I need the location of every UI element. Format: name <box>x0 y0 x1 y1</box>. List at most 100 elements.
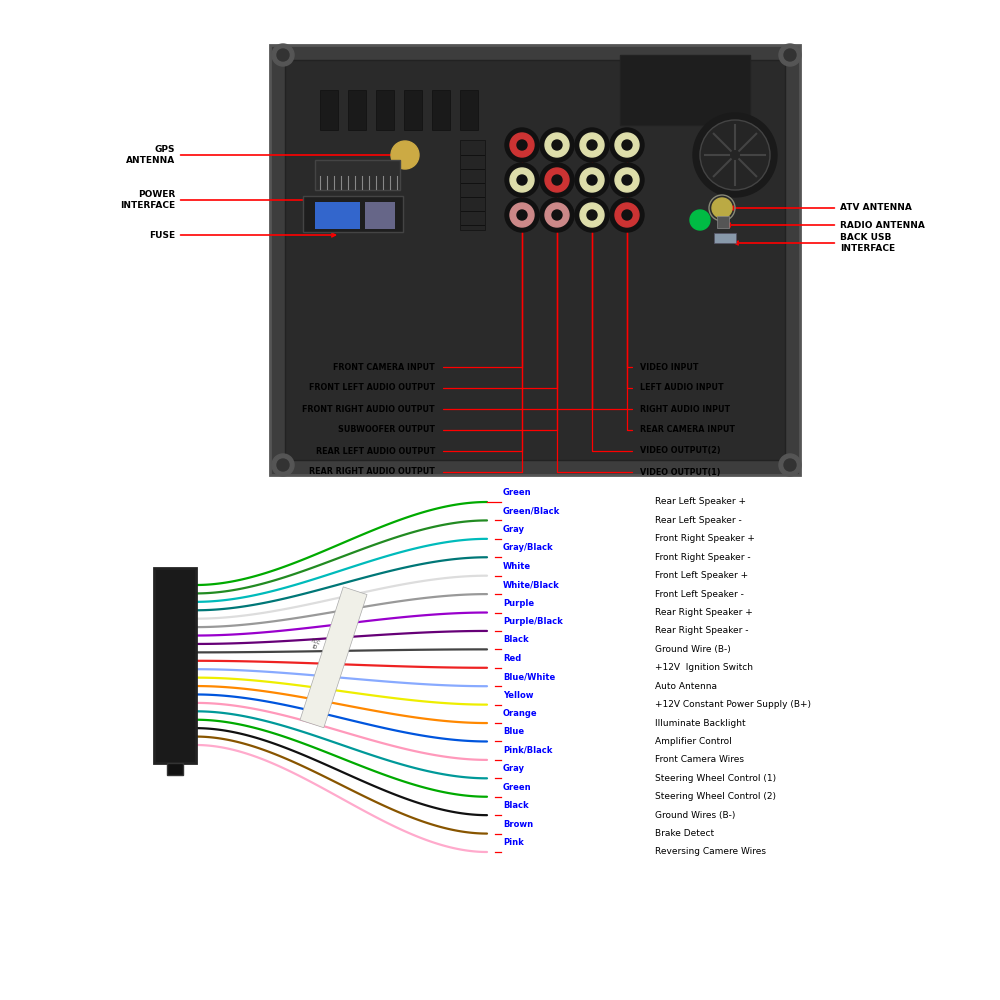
Bar <box>285 60 785 460</box>
Text: SUBWOOFER OUTPUT: SUBWOOFER OUTPUT <box>338 426 435 434</box>
Circle shape <box>552 210 562 220</box>
Text: Amplifier Control: Amplifier Control <box>655 737 732 746</box>
Text: RIGHT AUDIO INPUT: RIGHT AUDIO INPUT <box>640 404 730 414</box>
Text: REAR RIGHT AUDIO OUTPUT: REAR RIGHT AUDIO OUTPUT <box>309 468 435 477</box>
Text: White: White <box>503 562 531 571</box>
Text: Auto Antenna: Auto Antenna <box>655 682 717 691</box>
Text: Orange: Orange <box>503 709 538 718</box>
Circle shape <box>580 203 604 227</box>
Circle shape <box>540 163 574 197</box>
Circle shape <box>779 454 801 476</box>
Text: LEFT AUDIO INPUT: LEFT AUDIO INPUT <box>640 383 724 392</box>
Circle shape <box>510 168 534 192</box>
Circle shape <box>580 168 604 192</box>
Circle shape <box>505 163 539 197</box>
Text: Gray: Gray <box>503 764 525 773</box>
Circle shape <box>779 44 801 66</box>
Circle shape <box>517 140 527 150</box>
Circle shape <box>540 198 574 232</box>
Text: Steering Wheel Control (2): Steering Wheel Control (2) <box>655 792 776 801</box>
Bar <box>717 216 729 228</box>
Bar <box>348 90 366 130</box>
Bar <box>303 196 403 232</box>
Bar <box>365 202 395 229</box>
Text: VIDEO OUTPUT(2): VIDEO OUTPUT(2) <box>640 446 721 456</box>
Bar <box>320 90 338 130</box>
Text: Rear Left Speaker -: Rear Left Speaker - <box>655 516 742 525</box>
Circle shape <box>272 454 294 476</box>
Circle shape <box>552 175 562 185</box>
Circle shape <box>784 459 796 471</box>
Circle shape <box>510 133 534 157</box>
Text: Reversing Camere Wires: Reversing Camere Wires <box>655 847 766 856</box>
Text: Green/Black: Green/Black <box>503 506 560 515</box>
Text: Pink/Black: Pink/Black <box>503 746 552 755</box>
Circle shape <box>517 175 527 185</box>
Bar <box>315 160 400 190</box>
Text: REAR LEFT AUDIO OUTPUT: REAR LEFT AUDIO OUTPUT <box>316 446 435 456</box>
Circle shape <box>622 140 632 150</box>
Text: GPS
ANTENNA: GPS ANTENNA <box>126 145 400 165</box>
Circle shape <box>587 210 597 220</box>
Bar <box>167 762 183 774</box>
Bar <box>432 90 450 130</box>
Text: FRONT CAMERA INPUT: FRONT CAMERA INPUT <box>333 362 435 371</box>
Text: Steering Wheel Control (1): Steering Wheel Control (1) <box>655 774 776 783</box>
Text: FRONT LEFT AUDIO OUTPUT: FRONT LEFT AUDIO OUTPUT <box>309 383 435 392</box>
Text: FCC
ID: FCC ID <box>309 638 321 652</box>
Bar <box>714 233 736 243</box>
Text: Purple/Black: Purple/Black <box>503 617 563 626</box>
Text: Red: Red <box>503 654 521 663</box>
Text: Yellow: Yellow <box>503 691 534 700</box>
Text: Front Right Speaker +: Front Right Speaker + <box>655 534 755 543</box>
Bar <box>154 568 196 762</box>
Circle shape <box>575 163 609 197</box>
Bar <box>270 45 800 475</box>
Circle shape <box>272 44 294 66</box>
Text: Rear Left Speaker +: Rear Left Speaker + <box>655 497 746 506</box>
Circle shape <box>700 120 770 190</box>
Text: Blue/White: Blue/White <box>503 672 555 681</box>
Circle shape <box>690 210 710 230</box>
Text: POWER
INTERFACE: POWER INTERFACE <box>120 190 355 210</box>
Text: Green: Green <box>503 783 532 792</box>
Text: Brake Detect: Brake Detect <box>655 829 714 838</box>
Circle shape <box>610 128 644 162</box>
Text: Gray/Black: Gray/Black <box>503 543 554 552</box>
Text: +12V Constant Power Supply (B+): +12V Constant Power Supply (B+) <box>655 700 811 709</box>
Circle shape <box>615 133 639 157</box>
Text: VIDEO INPUT: VIDEO INPUT <box>640 362 698 371</box>
Circle shape <box>622 210 632 220</box>
Circle shape <box>391 141 419 169</box>
Circle shape <box>610 163 644 197</box>
Text: Purple: Purple <box>503 599 534 608</box>
Bar <box>620 55 750 125</box>
Text: Front Camera Wires: Front Camera Wires <box>655 755 744 764</box>
Circle shape <box>505 128 539 162</box>
Text: Green: Green <box>503 488 532 497</box>
Text: Pink: Pink <box>503 838 524 847</box>
Circle shape <box>545 203 569 227</box>
Circle shape <box>615 203 639 227</box>
Circle shape <box>545 168 569 192</box>
Circle shape <box>575 128 609 162</box>
Text: FUSE: FUSE <box>149 231 335 239</box>
Circle shape <box>505 198 539 232</box>
Circle shape <box>277 459 289 471</box>
Text: Front Right Speaker -: Front Right Speaker - <box>655 553 751 562</box>
Text: Illuminate Backlight: Illuminate Backlight <box>655 719 746 728</box>
Circle shape <box>712 198 732 218</box>
Bar <box>376 90 394 130</box>
Circle shape <box>552 140 562 150</box>
Circle shape <box>587 140 597 150</box>
Bar <box>460 90 478 130</box>
Bar <box>300 587 367 728</box>
Text: Ground Wires (B-): Ground Wires (B-) <box>655 811 735 820</box>
Text: Front Left Speaker -: Front Left Speaker - <box>655 590 744 599</box>
Bar <box>404 90 422 130</box>
Circle shape <box>587 175 597 185</box>
Circle shape <box>510 203 534 227</box>
Circle shape <box>610 198 644 232</box>
Text: Rear Right Speaker -: Rear Right Speaker - <box>655 626 748 635</box>
Circle shape <box>615 168 639 192</box>
